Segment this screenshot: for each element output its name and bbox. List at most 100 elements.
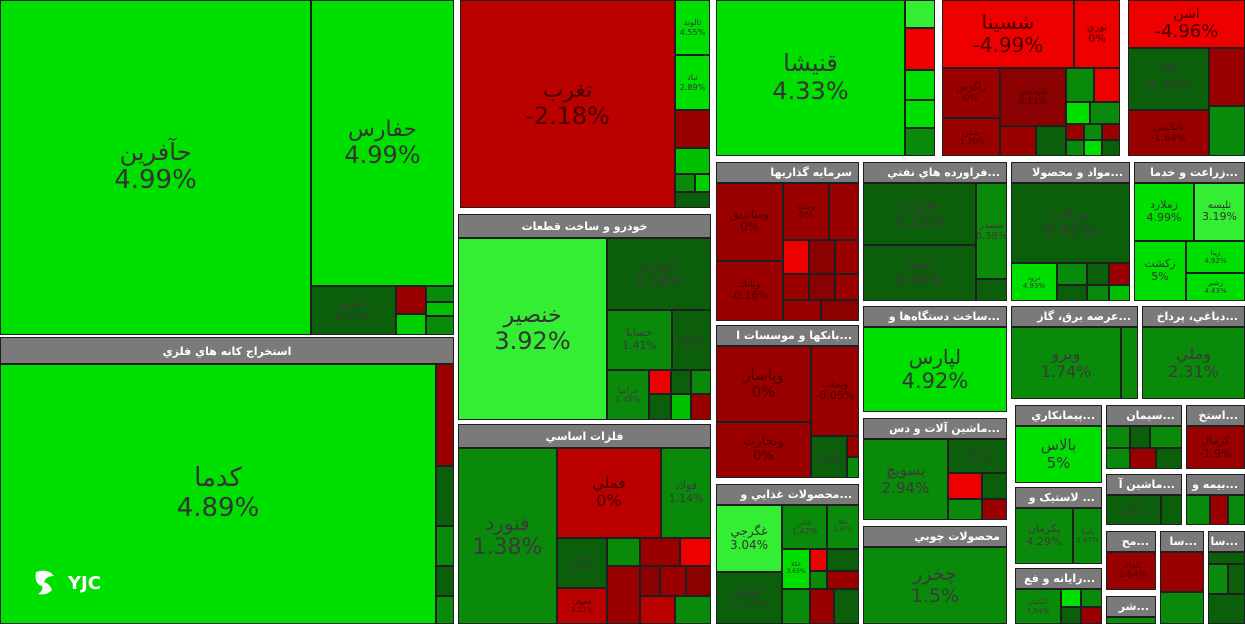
tile-lapars[interactable]: لپارس 4.92% xyxy=(863,327,1007,412)
tile-hafarin[interactable]: حآفرين 4.99% xyxy=(0,0,311,335)
tile-ghasar[interactable]: غاذر 1.42% xyxy=(782,505,827,549)
small-tile[interactable] xyxy=(436,364,454,466)
tile-ashin[interactable]: اشن -4.96% xyxy=(1128,0,1245,48)
small-tile[interactable] xyxy=(436,526,454,566)
small-tile[interactable] xyxy=(1000,126,1036,156)
small-tile[interactable] xyxy=(1057,263,1087,285)
small-tile[interactable] xyxy=(1061,589,1081,607)
tile-zakisht[interactable]: زكشت 5% xyxy=(1134,241,1186,301)
small-tile[interactable] xyxy=(1036,126,1066,156)
tile-vasapa[interactable]: وساپا 0% xyxy=(783,183,829,240)
small-tile[interactable] xyxy=(1061,607,1081,624)
small-tile[interactable] xyxy=(1130,448,1156,469)
small-tile[interactable] xyxy=(436,596,454,624)
small-tile[interactable] xyxy=(1084,124,1102,140)
small-tile[interactable] xyxy=(783,300,821,321)
small-tile[interactable] xyxy=(436,466,454,526)
tile-khesapa[interactable]: خساپا 1.41% xyxy=(607,310,672,370)
tile-folad[interactable]: فولاد 1.14% xyxy=(661,448,711,538)
tile-zina[interactable]: زينا 4.92% xyxy=(1186,241,1245,273)
small-tile[interactable] xyxy=(847,457,859,478)
tile-shepdis[interactable]: شپديس 0.11% xyxy=(1000,68,1066,126)
tile-salovin[interactable]: ثالوند 4.55% xyxy=(675,0,710,55)
small-tile[interactable] xyxy=(1081,589,1102,607)
tile-chakharz[interactable]: چخزر 1.5% xyxy=(863,547,1007,624)
tile-balas[interactable]: بالاس 5% xyxy=(1015,426,1102,483)
small-tile[interactable] xyxy=(1109,285,1130,301)
small-tile[interactable] xyxy=(783,240,809,274)
small-tile[interactable] xyxy=(675,596,711,624)
small-tile[interactable] xyxy=(649,370,671,394)
tile-zagros[interactable]: زاگرس 0% xyxy=(942,68,1000,118)
tile-kadma[interactable]: كدما 4.89% xyxy=(0,364,436,624)
small-tile[interactable] xyxy=(436,566,454,596)
small-tile[interactable] xyxy=(640,596,675,624)
tile-vasandgh[interactable]: وسانديق 0% xyxy=(716,183,783,261)
tile-jesnir[interactable]: جسنير 0.07% xyxy=(311,286,396,335)
small-tile[interactable] xyxy=(660,566,686,596)
tile-vamli[interactable]: وملي 2.31% xyxy=(1142,327,1245,399)
small-tile[interactable] xyxy=(1228,495,1245,525)
small-tile[interactable] xyxy=(686,566,711,596)
small-tile[interactable] xyxy=(691,394,711,420)
small-tile[interactable] xyxy=(671,394,691,420)
tile-shfan[interactable]: شفن -1.79% xyxy=(942,118,1000,156)
small-tile[interactable] xyxy=(1106,426,1130,448)
small-tile[interactable] xyxy=(948,499,982,520)
tile-takin[interactable]: تاپكيش 1.54% xyxy=(1015,589,1061,624)
tile-vebmellat[interactable]: وبملت -0.05% xyxy=(811,346,859,436)
small-tile[interactable] xyxy=(1228,564,1245,594)
tile-zamlard[interactable]: زملارد 4.99% xyxy=(1134,183,1194,241)
tile-daroo[interactable]: درود 4.93% xyxy=(1011,263,1057,301)
small-tile[interactable] xyxy=(835,240,859,274)
small-tile[interactable] xyxy=(640,538,680,566)
small-tile[interactable] xyxy=(810,571,827,589)
tile-taghrib[interactable]: تغرب -2.18% xyxy=(460,0,675,208)
small-tile[interactable] xyxy=(680,538,711,566)
small-tile[interactable] xyxy=(1066,68,1094,102)
small-tile[interactable] xyxy=(905,28,935,70)
small-tile[interactable] xyxy=(1208,594,1245,624)
small-tile[interactable] xyxy=(675,148,710,174)
small-tile[interactable] xyxy=(607,566,640,624)
small-tile[interactable] xyxy=(1084,140,1102,156)
small-tile[interactable] xyxy=(810,589,834,624)
small-tile[interactable] xyxy=(1087,285,1109,301)
tile-foj[interactable]: فجهان 3.27% xyxy=(557,588,607,624)
small-tile[interactable] xyxy=(1066,124,1084,140)
small-tile[interactable] xyxy=(809,240,835,274)
small-tile[interactable] xyxy=(821,300,859,321)
tile-shasina[interactable]: شسينا -4.99% xyxy=(942,0,1074,68)
small-tile[interactable] xyxy=(671,370,691,394)
small-tile[interactable] xyxy=(1094,68,1120,102)
small-tile[interactable] xyxy=(1210,495,1228,525)
small-tile[interactable] xyxy=(834,589,859,624)
tile-bosvij[interactable]: بسويچ 2.94% xyxy=(863,439,948,520)
small-tile[interactable] xyxy=(1208,552,1245,564)
tile-barakat[interactable]: بركت 0.91% xyxy=(1011,183,1130,263)
small-tile[interactable] xyxy=(396,314,426,335)
small-tile[interactable] xyxy=(1209,48,1245,106)
small-tile[interactable] xyxy=(1209,106,1245,156)
small-tile[interactable] xyxy=(1081,607,1102,624)
small-tile[interactable] xyxy=(675,174,695,192)
small-tile[interactable] xyxy=(827,571,859,589)
small-tile[interactable] xyxy=(829,183,859,240)
tile-fanvard[interactable]: فنورد 1.38% xyxy=(458,448,557,624)
tile-ghekola[interactable]: غكلا 3.63% xyxy=(782,549,810,589)
small-tile[interactable] xyxy=(810,549,827,571)
small-tile[interactable] xyxy=(426,302,454,316)
tile-zshir[interactable]: زشير 4.43% xyxy=(1186,273,1245,301)
tile-shebandar[interactable]: شبندر 0.38% xyxy=(976,183,1007,279)
small-tile[interactable] xyxy=(783,274,809,300)
small-tile[interactable] xyxy=(1130,426,1150,448)
small-tile[interactable] xyxy=(809,274,835,300)
tile-pakman[interactable]: پكرمان 4.29% xyxy=(1015,508,1073,564)
small-tile[interactable] xyxy=(649,394,671,420)
tile-shetran[interactable]: شتران 0.15% xyxy=(863,183,976,245)
small-tile[interactable] xyxy=(675,110,710,148)
tile-sabad[interactable]: ثباد 2.89% xyxy=(675,55,710,110)
small-tile[interactable] xyxy=(1186,495,1210,525)
small-tile[interactable] xyxy=(1066,102,1090,124)
tile-shepna[interactable]: شپنا 0.49% xyxy=(863,245,976,301)
